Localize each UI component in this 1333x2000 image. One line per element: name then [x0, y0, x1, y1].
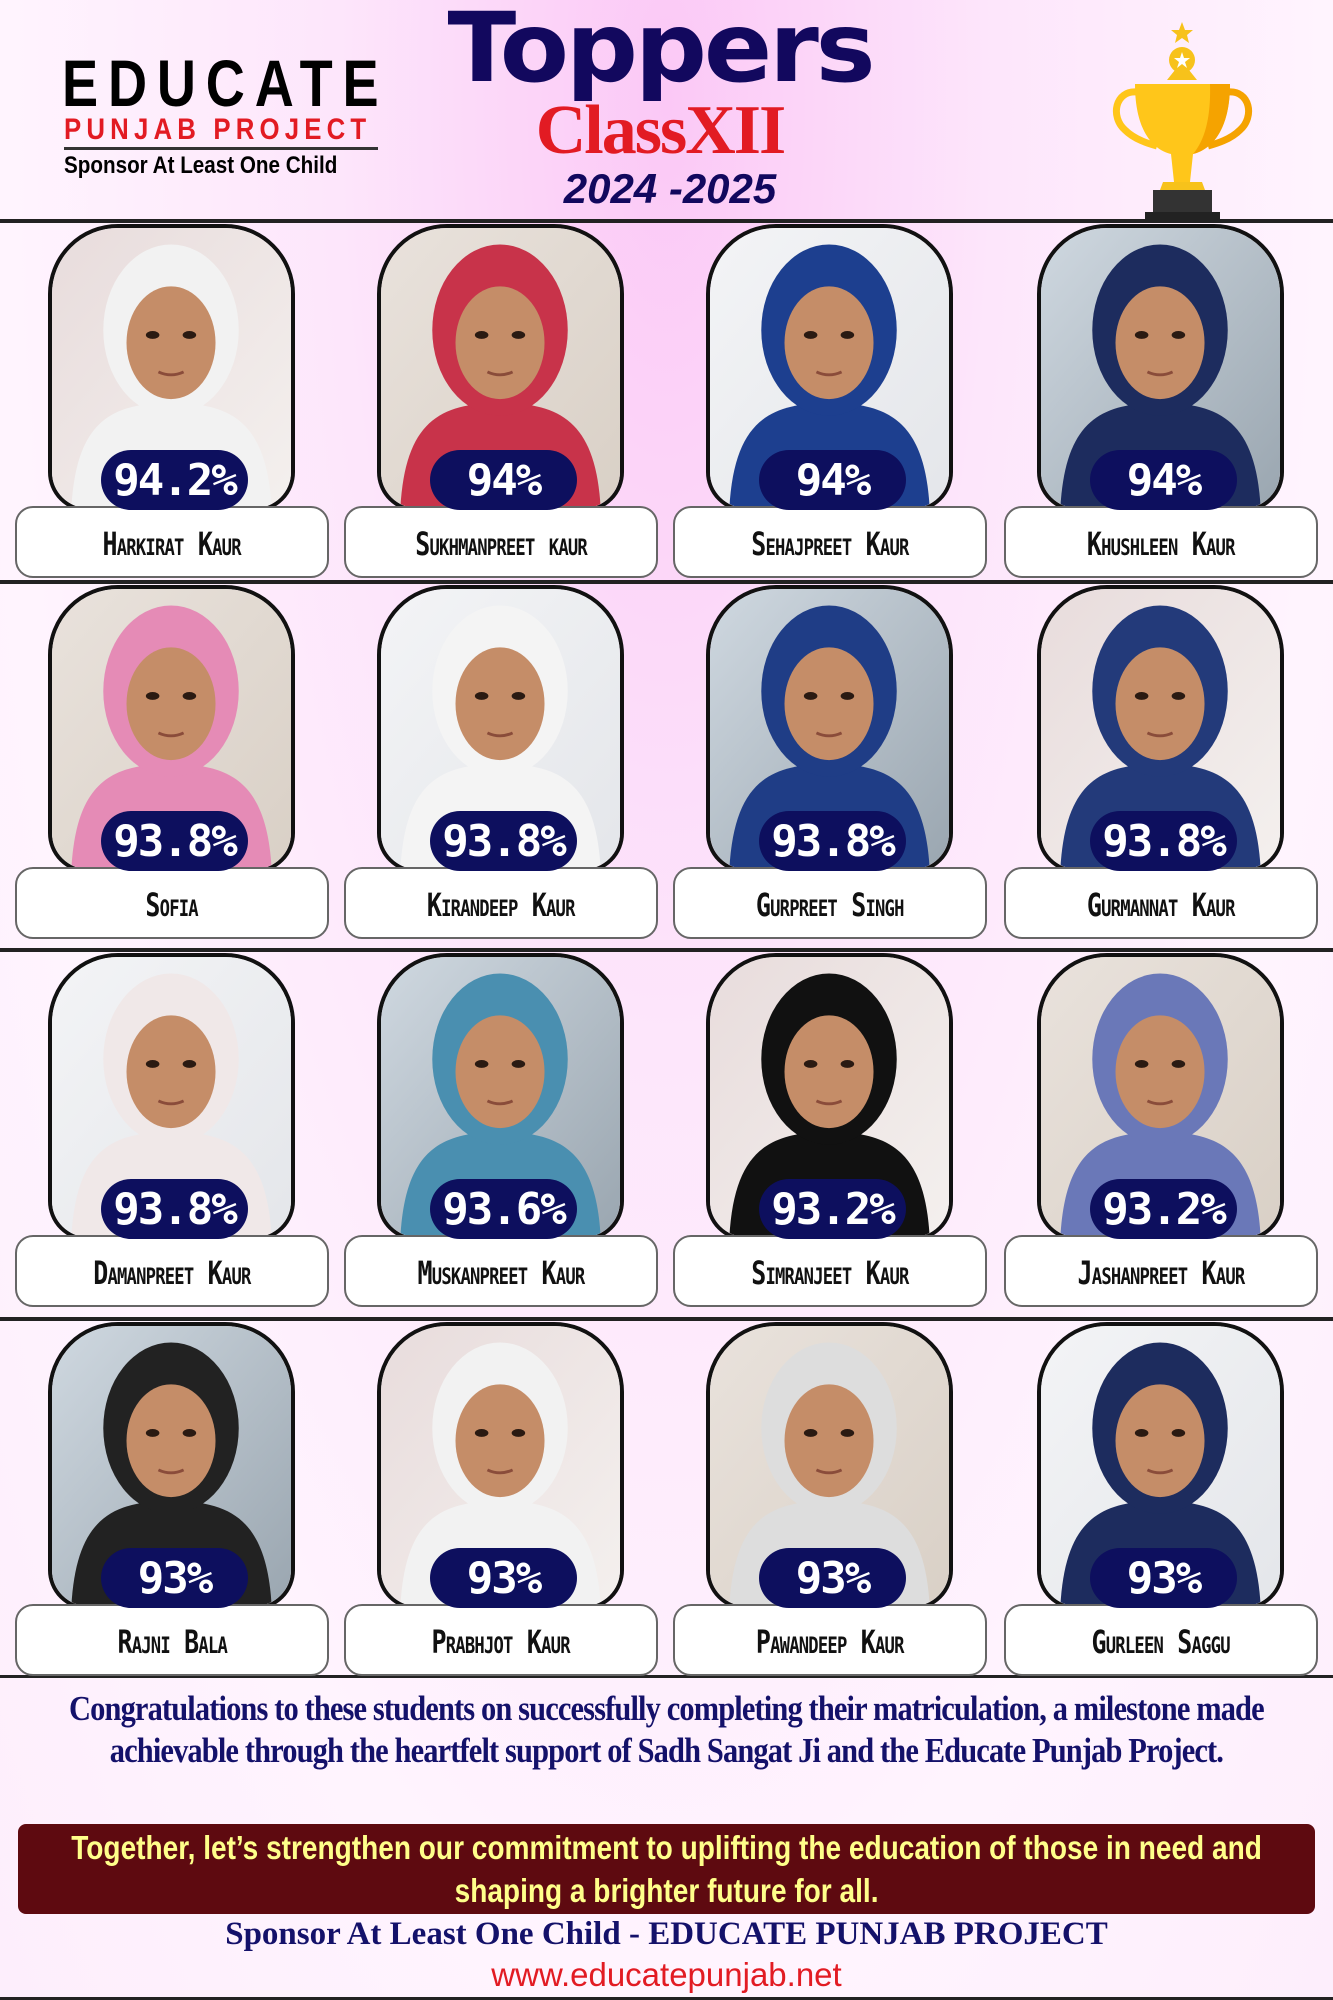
- student-card: Sofia 93.8%: [15, 585, 329, 940]
- percentage-badge: 94%: [1090, 450, 1237, 510]
- percentage-badge: 93.8%: [759, 811, 906, 871]
- sponsor-line: Sponsor At Least One Child - EDUCATE PUN…: [225, 1916, 1108, 1952]
- student-card: Khushleen Kaur 94%: [1004, 224, 1318, 579]
- student-card: Sehajpreet Kaur 94%: [673, 224, 987, 579]
- percentage-badge: 93.8%: [1090, 811, 1237, 871]
- percentage-badge: 93%: [759, 1548, 906, 1608]
- percentage-badge: 93%: [1090, 1548, 1237, 1608]
- commitment-text: Together, let’s strengthen our commitmen…: [71, 1829, 1262, 1909]
- academic-year: 2024 -2025: [563, 165, 777, 212]
- percentage-badge: 94%: [430, 450, 577, 510]
- website-link[interactable]: www.educatepunjab.net: [491, 1956, 842, 1993]
- student-name: Simranjeet Kaur: [673, 1235, 987, 1307]
- student-card: Kirandeep Kaur 93.8%: [344, 585, 658, 940]
- student-card: Jashanpreet Kaur 93.2%: [1004, 953, 1318, 1308]
- student-name: Muskanpreet Kaur: [344, 1235, 658, 1307]
- student-card: Harkirat Kaur 94.2%: [15, 224, 329, 579]
- student-card: Sukhmanpreet kaur 94%: [344, 224, 658, 579]
- student-name: Prabhjot Kaur: [344, 1604, 658, 1676]
- percentage-badge: 94.2%: [101, 450, 248, 510]
- student-name: Gurmannat Kaur: [1004, 867, 1318, 939]
- percentage-badge: 93%: [430, 1548, 577, 1608]
- divider: [0, 1675, 1333, 1678]
- student-name: Khushleen Kaur: [1004, 506, 1318, 578]
- student-name: Sukhmanpreet kaur: [344, 506, 658, 578]
- divider: [0, 948, 1333, 952]
- percentage-badge: 94%: [759, 450, 906, 510]
- student-photo: [48, 585, 295, 873]
- student-card: Gurleen Saggu 93%: [1004, 1322, 1318, 1677]
- divider: [0, 1997, 1333, 2000]
- student-card: Damanpreet Kaur 93.8%: [15, 953, 329, 1308]
- percentage-badge: 93.8%: [101, 811, 248, 871]
- student-name: Harkirat Kaur: [15, 506, 329, 578]
- percentage-badge: 93.2%: [1090, 1179, 1237, 1239]
- student-card: Gurpreet Singh 93.8%: [673, 585, 987, 940]
- percentage-badge: 93.2%: [759, 1179, 906, 1239]
- student-name: Rajni Bala: [15, 1604, 329, 1676]
- student-name: Gurleen Saggu: [1004, 1604, 1318, 1676]
- student-card: Muskanpreet Kaur 93.6%: [344, 953, 658, 1308]
- student-name: Sofia: [15, 867, 329, 939]
- class-title: ClassXII: [535, 92, 787, 169]
- logo-punjab-project: PUNJAB PROJECT: [64, 113, 372, 146]
- student-name: Jashanpreet Kaur: [1004, 1235, 1318, 1307]
- logo-tagline: Sponsor At Least One Child: [64, 152, 338, 179]
- student-name: Damanpreet Kaur: [15, 1235, 329, 1307]
- divider: [0, 219, 1333, 223]
- percentage-badge: 93.8%: [101, 1179, 248, 1239]
- student-card: Rajni Bala 93%: [15, 1322, 329, 1677]
- student-card: Simranjeet Kaur 93.2%: [673, 953, 987, 1308]
- divider: [0, 1317, 1333, 1321]
- student-name: Gurpreet Singh: [673, 867, 987, 939]
- percentage-badge: 93.8%: [430, 811, 577, 871]
- student-name: Pawandeep Kaur: [673, 1604, 987, 1676]
- percentage-badge: 93.6%: [430, 1179, 577, 1239]
- student-name: Kirandeep Kaur: [344, 867, 658, 939]
- congratulations-message: Congratulations to these students on suc…: [69, 1689, 1265, 1770]
- logo-divider: [64, 147, 378, 150]
- trophy-icon: [1113, 22, 1252, 220]
- student-card: Prabhjot Kaur 93%: [344, 1322, 658, 1677]
- student-card: Gurmannat Kaur 93.8%: [1004, 585, 1318, 940]
- student-card: Pawandeep Kaur 93%: [673, 1322, 987, 1677]
- percentage-badge: 93%: [101, 1548, 248, 1608]
- divider: [0, 580, 1333, 584]
- commitment-banner: Together, let’s strengthen our commitmen…: [18, 1824, 1315, 1914]
- page-title: Toppers: [447, 0, 876, 104]
- logo-educate: EDUCATE: [62, 46, 389, 120]
- student-name: Sehajpreet Kaur: [673, 506, 987, 578]
